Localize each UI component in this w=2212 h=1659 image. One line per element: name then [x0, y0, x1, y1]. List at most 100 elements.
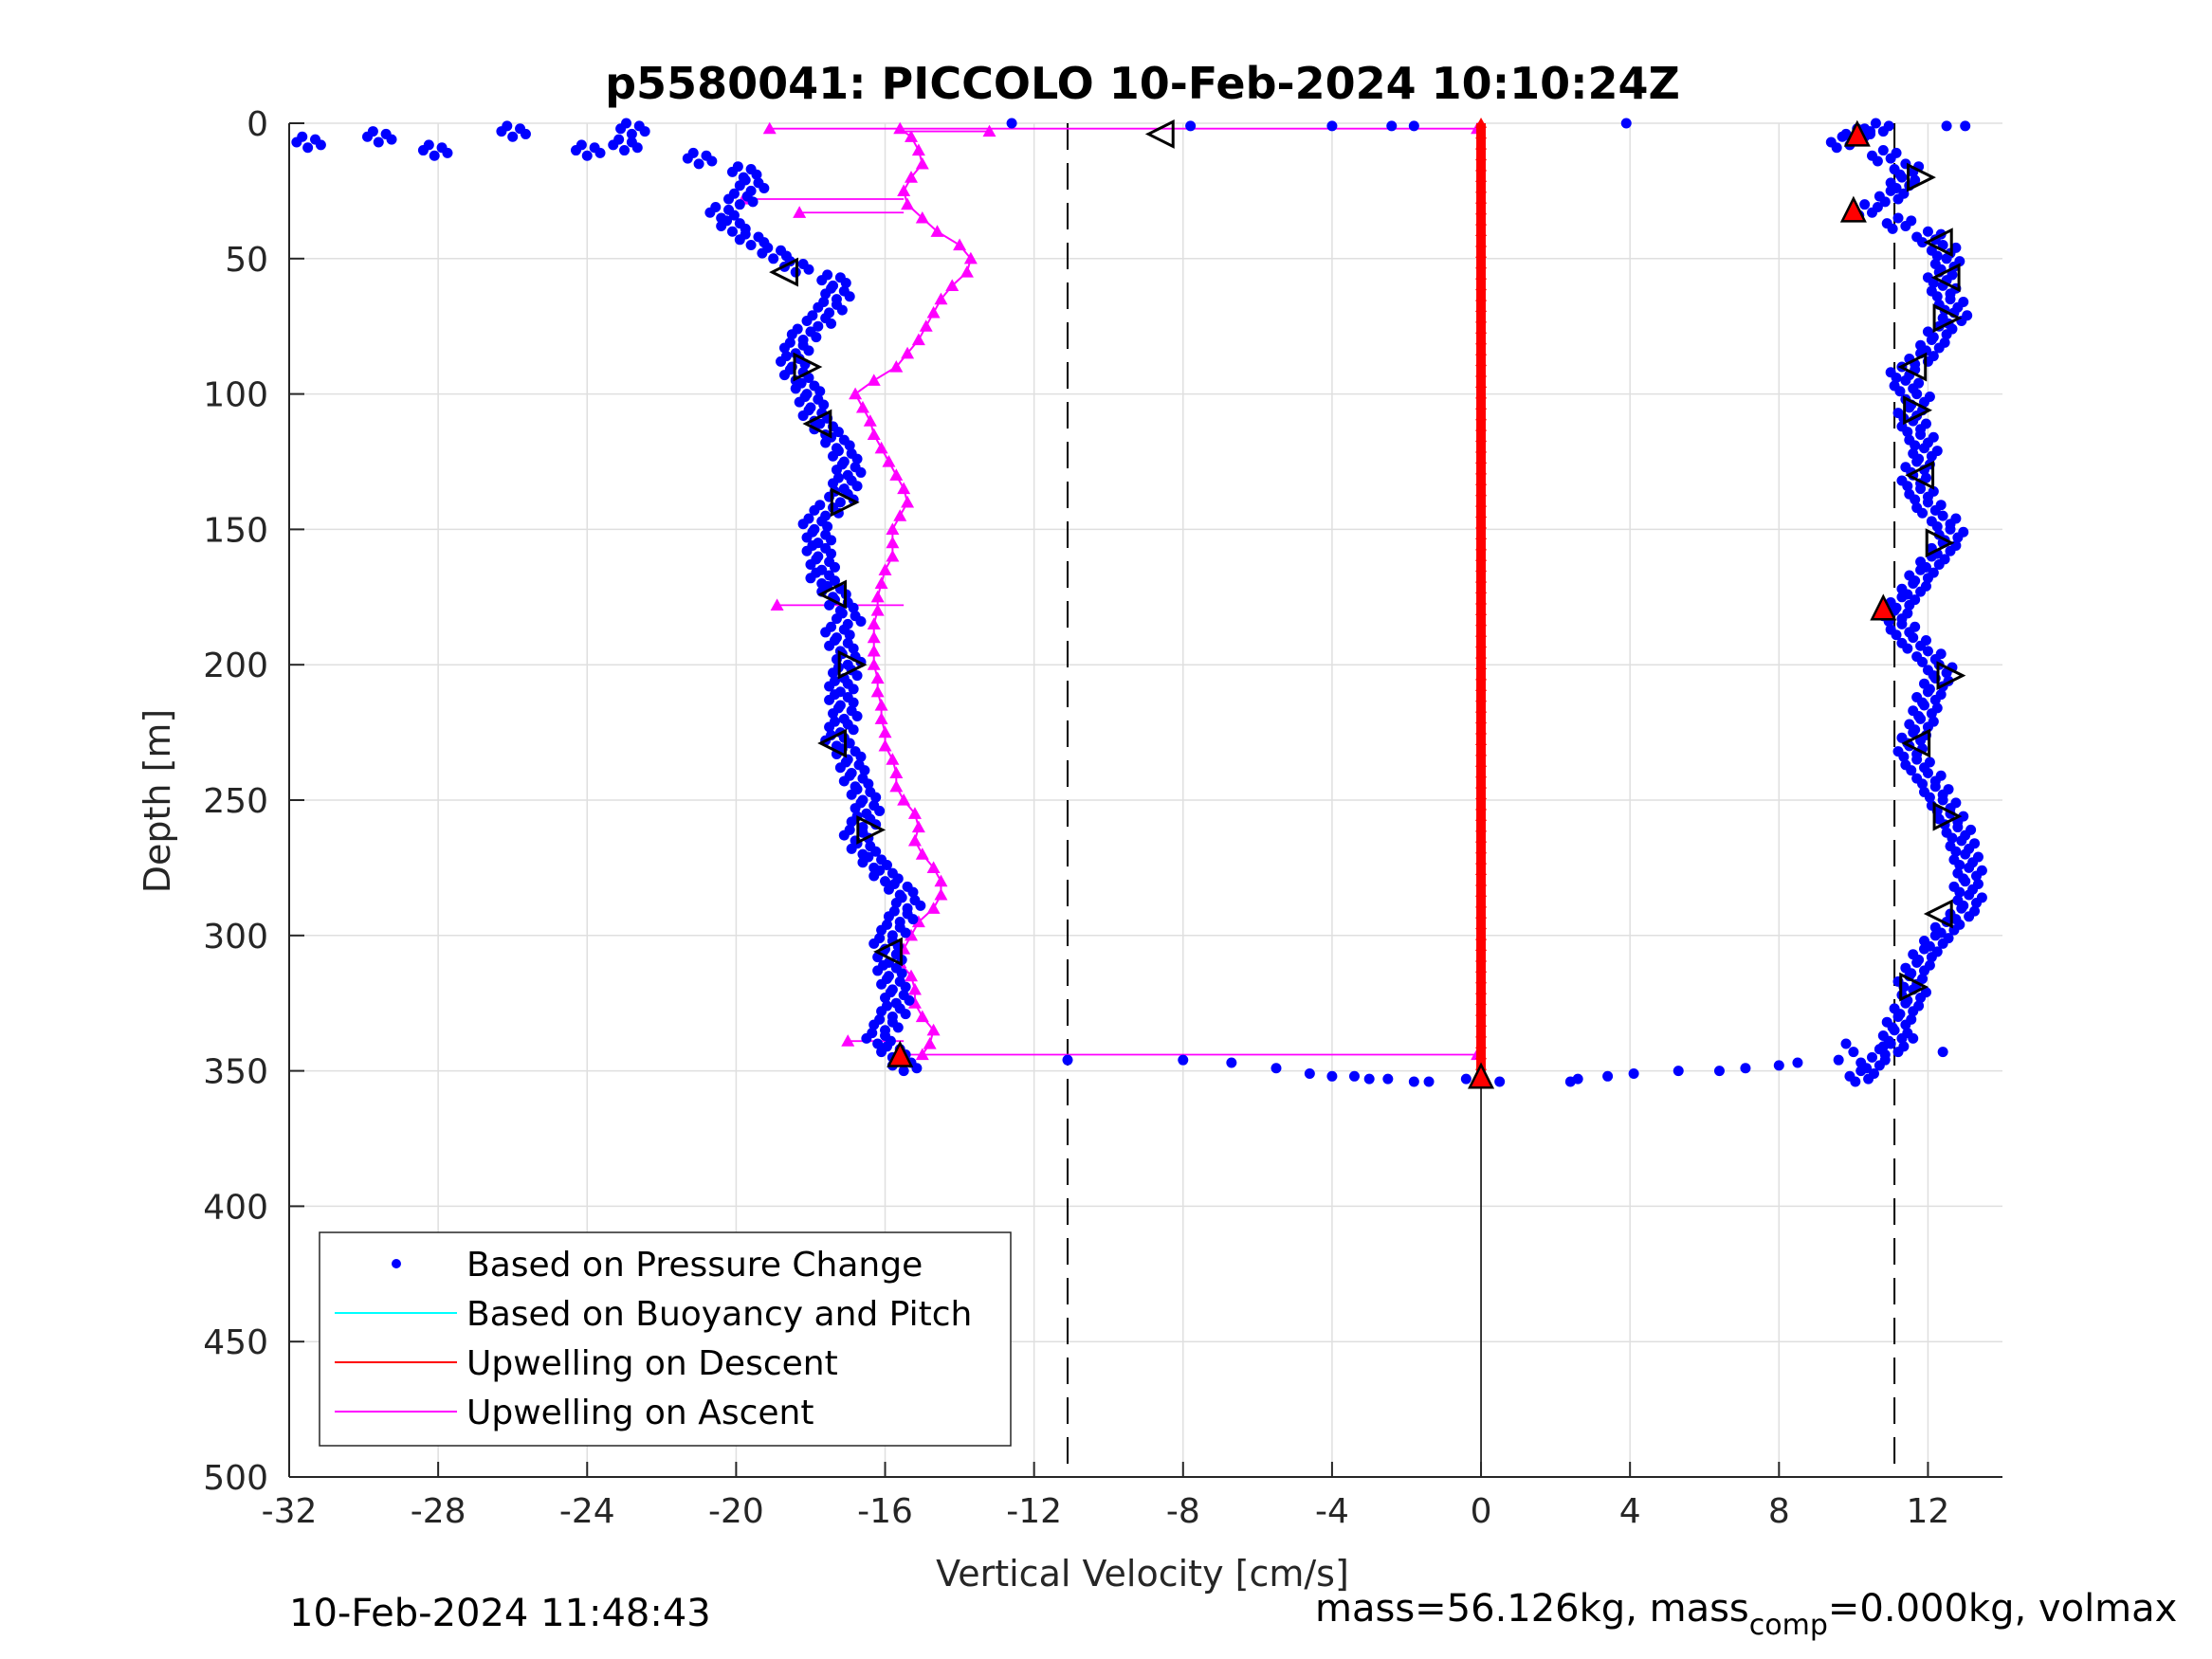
pressure-velocity-point: [1877, 1041, 1889, 1052]
event-marker: [887, 1040, 914, 1067]
upwelling-ascent-marker: [907, 996, 922, 1009]
pressure-velocity-point: [1910, 494, 1921, 505]
pressure-velocity-point: [1713, 1066, 1725, 1077]
upwelling-descent-marker: [1475, 182, 1488, 193]
pressure-velocity-point: [1891, 629, 1902, 641]
upwelling-descent-marker: [1475, 593, 1488, 605]
direction-marker: [1936, 661, 1966, 691]
pressure-velocity-point: [776, 245, 787, 256]
pressure-velocity-point: [1956, 902, 1967, 914]
pressure-velocity-point: [880, 1025, 891, 1036]
pressure-velocity-point: [1896, 1032, 1908, 1044]
pressure-velocity-point: [753, 231, 764, 243]
upwelling-ascent-marker: [886, 522, 900, 535]
pressure-velocity-point: [831, 294, 842, 305]
pressure-velocity-point: [868, 800, 880, 811]
pressure-velocity-point: [515, 123, 526, 135]
upwelling-descent-marker: [1475, 713, 1488, 724]
pressure-velocity-point: [1628, 1067, 1639, 1079]
upwelling-descent-marker: [1475, 539, 1488, 551]
pressure-velocity-point: [909, 895, 921, 906]
pressure-velocity-point: [1831, 142, 1842, 154]
y-tick-label: 400: [203, 1188, 268, 1227]
upwelling-descent-marker: [1475, 431, 1488, 443]
pressure-velocity-point: [838, 456, 850, 467]
pressure-velocity-point: [842, 618, 853, 629]
direction-marker: [802, 409, 832, 439]
pressure-velocity-point: [1926, 708, 1937, 720]
upwelling-descent-marker: [1475, 723, 1488, 735]
pressure-velocity-point: [868, 862, 880, 873]
upwelling-descent-marker: [1475, 312, 1488, 323]
pressure-velocity-point: [1915, 564, 1927, 575]
pressure-velocity-point: [633, 120, 645, 132]
pressure-velocity-point: [1900, 997, 1911, 1009]
direction-marker: [1932, 303, 1963, 334]
upwelling-descent-marker: [1475, 258, 1488, 269]
pressure-velocity-point: [1929, 504, 1941, 516]
pressure-velocity-point: [1889, 1025, 1900, 1036]
pressure-velocity-point: [1908, 1006, 1919, 1017]
pressure-velocity-point: [1929, 694, 1941, 705]
upwelling-ascent-marker: [926, 861, 941, 873]
upwelling-descent-marker: [1475, 150, 1488, 161]
upwelling-ascent-marker: [870, 684, 885, 698]
pressure-velocity-point: [1494, 1076, 1506, 1087]
pressure-velocity-point: [865, 786, 876, 797]
upwelling-descent-marker: [1475, 334, 1488, 345]
pressure-velocity-point: [1386, 120, 1398, 132]
upwelling-descent-marker: [1475, 474, 1488, 485]
y-tick-label: 100: [203, 376, 268, 415]
upwelling-descent-marker: [1475, 138, 1488, 150]
pressure-velocity-point: [881, 919, 892, 930]
pressure-velocity-point: [1902, 427, 1913, 438]
direction-marker: [856, 814, 887, 845]
pressure-velocity-point: [846, 705, 857, 717]
pressure-velocity-point: [1931, 291, 1943, 302]
pressure-velocity-point: [1941, 120, 1952, 132]
upwelling-descent-marker: [1475, 605, 1488, 615]
pressure-velocity-point: [876, 854, 887, 866]
upwelling-descent-marker: [1475, 561, 1488, 573]
y-tick-label: 300: [203, 918, 268, 957]
pressure-velocity-point: [1941, 329, 1952, 340]
upwelling-ascent-marker: [926, 1023, 941, 1036]
pressure-velocity-point: [1271, 1063, 1282, 1074]
pressure-velocity-point: [626, 137, 637, 148]
pressure-velocity-point: [1892, 1011, 1904, 1022]
pressure-velocity-point: [1971, 898, 1983, 909]
upwelling-descent-marker: [1475, 681, 1488, 691]
legend: Based on Pressure Change Based on Buoyan…: [319, 1231, 1012, 1447]
pressure-velocity-point: [831, 632, 842, 644]
upwelling-ascent-marker: [911, 333, 925, 346]
upwelling-descent-marker: [1475, 919, 1488, 930]
upwelling-descent-marker: [1475, 669, 1488, 681]
pressure-velocity-point: [581, 150, 593, 161]
pressure-velocity-point: [887, 930, 898, 941]
upwelling-descent-marker: [1475, 356, 1488, 367]
pressure-velocity-point: [838, 713, 850, 724]
pressure-velocity-point: [1950, 846, 1962, 857]
upwelling-descent-marker: [1475, 875, 1488, 886]
pressure-velocity-point: [828, 280, 839, 291]
pressure-velocity-point: [1960, 120, 1971, 132]
upwelling-descent-marker: [1475, 691, 1488, 702]
pressure-velocity-point: [1915, 992, 1927, 1003]
upwelling-ascent-marker: [889, 360, 904, 373]
pressure-velocity-point: [842, 637, 853, 648]
pressure-velocity-point: [621, 118, 632, 129]
upwelling-ascent-marker: [867, 644, 881, 657]
upwelling-ascent-marker: [793, 206, 807, 218]
upwelling-ascent-marker: [982, 124, 996, 137]
legend-label-upwelling-descent: Upwelling on Descent: [466, 1344, 838, 1383]
pressure-velocity-point: [1915, 713, 1927, 724]
upwelling-descent-marker: [1475, 843, 1488, 854]
pressure-velocity-point: [834, 497, 846, 508]
y-tick-label: 150: [203, 511, 268, 550]
upwelling-ascent-marker: [841, 1034, 855, 1047]
pressure-velocity-point: [902, 881, 913, 892]
upwelling-descent-marker: [1475, 485, 1488, 497]
upwelling-ascent-marker: [770, 598, 784, 611]
pressure-velocity-point: [1919, 396, 1930, 408]
pressure-velocity-point: [380, 128, 392, 139]
